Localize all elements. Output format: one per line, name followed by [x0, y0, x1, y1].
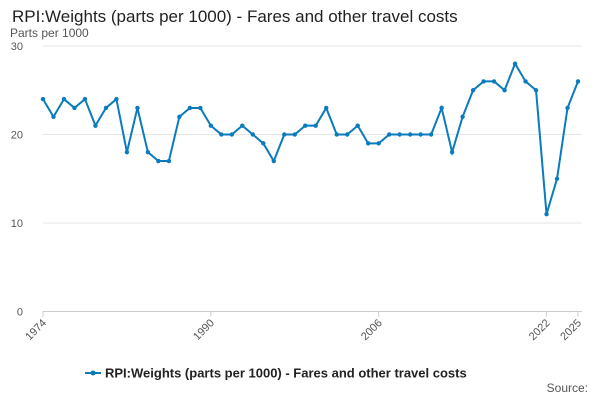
data-point: [40, 96, 46, 102]
data-point: [418, 132, 423, 137]
data-point: [345, 132, 350, 137]
data-point: [407, 132, 413, 137]
data-point: [334, 132, 339, 137]
y-tick-label: 20: [11, 130, 23, 142]
data-point: [166, 158, 172, 164]
data-point: [51, 114, 56, 120]
x-tick-label: 2025: [558, 317, 584, 343]
data-point: [156, 158, 161, 164]
y-tick-label: 30: [11, 41, 23, 53]
chart-title: RPI:Weights (parts per 1000) - Fares and…: [12, 7, 458, 26]
data-point: [187, 105, 193, 111]
data-point: [449, 150, 455, 155]
data-point: [533, 88, 539, 93]
data-point: [177, 114, 182, 120]
data-point: [72, 105, 77, 111]
source-label: Source:: [546, 381, 588, 395]
x-tick-label: 2006: [359, 317, 385, 343]
data-point: [376, 141, 381, 146]
data-point: [575, 79, 581, 84]
y-tick-labels: 0 10 20 30: [11, 41, 23, 319]
y-tick-label: 10: [11, 218, 23, 230]
data-point: [324, 105, 329, 111]
x-tick-label: 1974: [23, 317, 49, 343]
legend-label: RPI:Weights (parts per 1000) - Fares and…: [105, 366, 467, 381]
data-point: [554, 176, 560, 181]
x-tick-label: 2022: [527, 317, 553, 343]
axes: [42, 311, 582, 317]
gridlines: [43, 45, 582, 224]
data-point: [470, 88, 476, 93]
legend-marker: [90, 370, 96, 376]
data-point: [229, 132, 235, 137]
x-tick-label: 1990: [191, 317, 217, 343]
data-point: [303, 123, 308, 128]
data-point: [502, 88, 507, 93]
data-point: [512, 61, 518, 66]
data-point: [250, 132, 256, 137]
data-point: [135, 105, 140, 111]
series-points: [40, 61, 581, 217]
data-point: [428, 132, 434, 137]
data-point: [491, 79, 497, 84]
data-point: [240, 123, 245, 128]
data-point: [365, 141, 371, 146]
data-point: [544, 211, 549, 217]
data-point: [523, 79, 528, 84]
legend: RPI:Weights (parts per 1000) - Fares and…: [85, 366, 467, 381]
data-point: [313, 123, 318, 128]
data-point: [208, 123, 214, 128]
x-tick-labels: 1974 1990 2006 2022 2025: [23, 317, 584, 343]
data-point: [386, 132, 392, 137]
y-axis-label: Parts per 1000: [10, 26, 89, 40]
data-point: [439, 105, 444, 111]
series-line: [42, 61, 579, 215]
y-tick-label: 0: [17, 307, 23, 319]
data-point: [282, 132, 287, 137]
data-point: [355, 123, 360, 128]
data-point: [271, 158, 276, 164]
data-point: [114, 96, 119, 102]
data-point: [93, 123, 98, 128]
data-point: [103, 105, 109, 111]
data-point: [292, 132, 297, 137]
data-point: [460, 114, 465, 120]
data-point: [397, 132, 402, 137]
data-point: [481, 79, 486, 84]
data-point: [219, 132, 224, 137]
data-point: [261, 141, 266, 146]
data-point: [565, 105, 570, 111]
data-point: [145, 150, 151, 155]
data-point: [198, 105, 203, 111]
data-point: [124, 150, 130, 155]
data-point: [61, 96, 67, 102]
data-point: [82, 96, 88, 102]
